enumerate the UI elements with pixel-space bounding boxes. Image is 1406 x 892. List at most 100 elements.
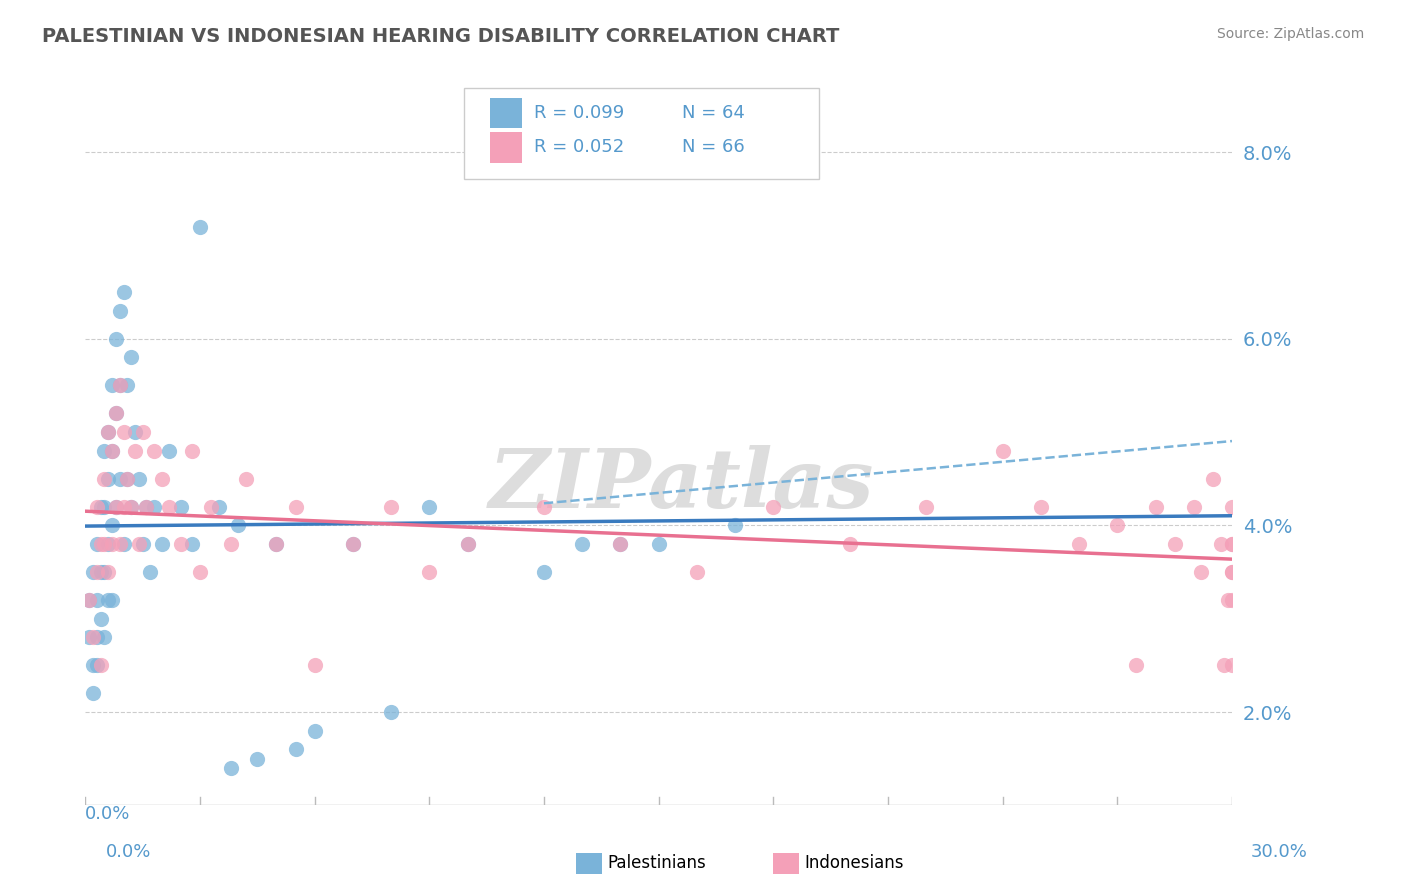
Point — [120, 500, 142, 514]
Point — [342, 537, 364, 551]
Point — [86, 500, 108, 514]
Text: 30.0%: 30.0% — [1251, 843, 1308, 861]
Point — [86, 593, 108, 607]
Point — [304, 723, 326, 738]
Point — [991, 443, 1014, 458]
Point — [93, 472, 115, 486]
Point — [170, 500, 193, 514]
Point — [104, 407, 127, 421]
Point — [135, 500, 157, 514]
Point — [1213, 658, 1236, 673]
Point — [418, 565, 440, 579]
Point — [1220, 565, 1243, 579]
Point — [128, 472, 150, 486]
Point — [1202, 472, 1225, 486]
Point — [609, 537, 631, 551]
Point — [124, 443, 146, 458]
Point — [304, 658, 326, 673]
Point — [157, 443, 180, 458]
Point — [1144, 500, 1167, 514]
Point — [77, 631, 100, 645]
Point — [86, 658, 108, 673]
Point — [418, 500, 440, 514]
Point — [128, 537, 150, 551]
Point — [86, 631, 108, 645]
Point — [1163, 537, 1185, 551]
Point — [101, 378, 124, 392]
Point — [93, 565, 115, 579]
Point — [104, 500, 127, 514]
Point — [112, 285, 135, 299]
Point — [82, 565, 104, 579]
Point — [90, 612, 112, 626]
Point — [86, 537, 108, 551]
Point — [77, 593, 100, 607]
Point — [609, 537, 631, 551]
Point — [533, 565, 555, 579]
Point — [235, 472, 257, 486]
Text: Indonesians: Indonesians — [804, 855, 904, 872]
Text: N = 64: N = 64 — [682, 104, 744, 122]
Point — [246, 752, 269, 766]
Point — [77, 593, 100, 607]
Point — [533, 500, 555, 514]
Point — [139, 565, 162, 579]
Point — [1067, 537, 1090, 551]
Point — [97, 425, 120, 439]
Point — [284, 742, 307, 756]
Point — [219, 537, 242, 551]
Point — [117, 472, 139, 486]
Point — [1029, 500, 1052, 514]
Text: R = 0.099: R = 0.099 — [534, 104, 624, 122]
Bar — [491, 132, 522, 162]
Point — [101, 593, 124, 607]
Point — [101, 537, 124, 551]
Point — [762, 500, 785, 514]
Point — [112, 425, 135, 439]
Point — [457, 537, 479, 551]
Text: PALESTINIAN VS INDONESIAN HEARING DISABILITY CORRELATION CHART: PALESTINIAN VS INDONESIAN HEARING DISABI… — [42, 27, 839, 45]
Point — [104, 500, 127, 514]
Point — [1220, 537, 1243, 551]
Point — [90, 658, 112, 673]
Point — [1220, 500, 1243, 514]
Point — [1189, 565, 1212, 579]
Point — [104, 332, 127, 346]
Text: Source: ZipAtlas.com: Source: ZipAtlas.com — [1216, 27, 1364, 41]
Point — [124, 425, 146, 439]
Text: R = 0.052: R = 0.052 — [534, 138, 624, 156]
Point — [1209, 537, 1232, 551]
Point — [97, 425, 120, 439]
Point — [104, 407, 127, 421]
Point — [93, 537, 115, 551]
Bar — [491, 98, 522, 128]
Point — [686, 163, 709, 178]
Point — [1218, 593, 1240, 607]
Point — [101, 443, 124, 458]
Point — [108, 303, 131, 318]
Point — [1220, 537, 1243, 551]
Point — [143, 500, 166, 514]
Point — [188, 565, 211, 579]
Point — [1107, 518, 1129, 533]
Point — [120, 351, 142, 365]
Point — [226, 518, 249, 533]
Point — [342, 537, 364, 551]
Point — [150, 472, 173, 486]
Point — [181, 537, 204, 551]
Point — [93, 500, 115, 514]
Point — [108, 378, 131, 392]
Text: Palestinians: Palestinians — [607, 855, 706, 872]
Point — [101, 518, 124, 533]
Point — [380, 705, 402, 719]
Point — [219, 761, 242, 775]
Point — [93, 443, 115, 458]
Point — [117, 378, 139, 392]
Text: ZIPatlas: ZIPatlas — [489, 445, 875, 525]
Point — [93, 631, 115, 645]
Point — [208, 500, 231, 514]
Point — [380, 500, 402, 514]
Point — [120, 500, 142, 514]
Point — [135, 500, 157, 514]
Point — [97, 593, 120, 607]
